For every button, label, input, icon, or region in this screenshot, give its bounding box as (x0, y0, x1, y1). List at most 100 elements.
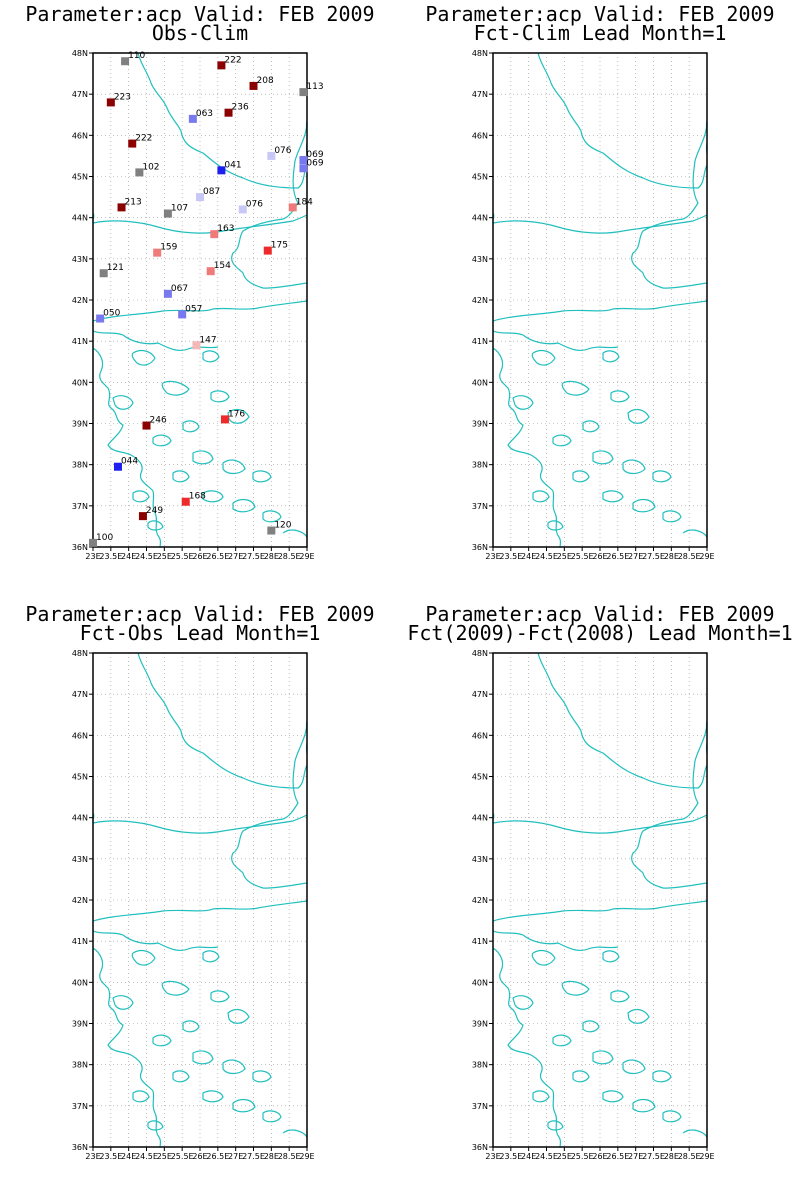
lat-tick-label: 37N (472, 502, 488, 511)
lon-tick-label: 24E (121, 552, 136, 561)
lat-tick-label: 37N (72, 502, 88, 511)
lat-tick-label: 36N (472, 543, 488, 552)
station-label: 067 (171, 284, 188, 294)
station-marker (181, 497, 190, 506)
lat-tick-label: 46N (72, 131, 88, 140)
station-label: 087 (203, 187, 220, 197)
lon-tick-label: 23E (485, 552, 500, 561)
map-fct-clim: 36N 37N 38N 39N 40N 41N 42N 43N 44N 45N 46N 47N 48N 2… (472, 49, 715, 561)
lon-tick-label: 28E (264, 1152, 279, 1161)
lat-tick-label: 43N (72, 255, 88, 264)
station-marker (135, 168, 144, 177)
station-marker (288, 203, 297, 212)
station-marker (153, 248, 162, 257)
station-marker (299, 164, 308, 173)
station-marker (299, 88, 308, 97)
station-label: 154 (214, 261, 231, 271)
lon-tick-label: 25E (557, 1152, 572, 1161)
lat-tick-label: 43N (72, 855, 88, 864)
lat-tick-label: 48N (72, 649, 88, 658)
grid-lines (93, 653, 307, 1147)
lat-tick-label: 44N (472, 214, 488, 223)
lon-tick-label: 28E (664, 1152, 679, 1161)
station-label: 213 (125, 197, 142, 207)
station-label: 223 (114, 92, 131, 102)
lat-tick-label: 40N (72, 378, 88, 387)
lon-tick-label: 24.5E (135, 1152, 158, 1161)
station-label: 063 (196, 109, 213, 119)
lon-tick-label: 27E (228, 1152, 243, 1161)
station-label: 110 (128, 51, 145, 61)
lon-tick-label: 28.5E (678, 1152, 701, 1161)
lon-tick-label: 24E (521, 1152, 536, 1161)
lon-tick-label: 24.5E (135, 552, 158, 561)
lat-tick-label: 46N (472, 731, 488, 740)
station-marker (99, 269, 108, 278)
station-label: 107 (171, 204, 188, 214)
lon-tick-label: 25.5E (171, 1152, 194, 1161)
lon-tick-label: 25.5E (571, 1152, 594, 1161)
lat-tick-label: 44N (472, 814, 488, 823)
lon-tick-label: 28.5E (278, 552, 301, 561)
station-label: 076 (274, 146, 291, 156)
lon-tick-label: 29E (699, 552, 714, 561)
lat-tick-label: 47N (72, 90, 88, 99)
lat-tick-label: 36N (472, 1143, 488, 1152)
lon-tick-label: 28.5E (678, 552, 701, 561)
lat-tick-label: 46N (472, 131, 488, 140)
lat-tick-label: 48N (72, 49, 88, 58)
lon-tick-label: 23.5E (99, 552, 122, 561)
station-label: 175 (271, 241, 288, 251)
lat-tick-label: 45N (72, 173, 88, 182)
station-label: 246 (150, 416, 167, 426)
station-marker (206, 267, 215, 276)
lon-tick-label: 24E (521, 552, 536, 561)
lat-tick-label: 41N (472, 937, 488, 946)
station-marker (263, 246, 272, 255)
station-label: 069 (306, 150, 323, 160)
lat-tick-label: 47N (72, 690, 88, 699)
lat-tick-label: 39N (72, 420, 88, 429)
panel-title-fct-clim: Parameter:acp Valid: FEB 2009 Fct-Clim L… (400, 2, 800, 45)
panel-title-line2: Fct-Clim Lead Month=1 (473, 21, 727, 45)
station-label: 163 (217, 224, 234, 234)
lat-tick-label: 38N (472, 461, 488, 470)
lon-tick-label: 26.5E (206, 552, 229, 561)
lon-tick-label: 24.5E (535, 1152, 558, 1161)
lon-tick-label: 29E (299, 1152, 314, 1161)
lat-tick-label: 43N (472, 855, 488, 864)
station-marker (117, 203, 126, 212)
grid-lines (493, 53, 707, 547)
lat-tick-label: 37N (72, 1102, 88, 1111)
station-marker (224, 108, 233, 117)
lon-tick-label: 23E (85, 552, 100, 561)
station-label: 102 (142, 162, 159, 172)
panel-title-line1: Parameter:acp Valid: FEB 2009 (425, 2, 775, 26)
lat-tick-label: 41N (72, 337, 88, 346)
station-label: 159 (160, 243, 177, 253)
lon-tick-label: 23.5E (499, 552, 522, 561)
station-marker (188, 114, 197, 123)
station-marker (267, 151, 276, 160)
lon-tick-label: 27.5E (242, 552, 265, 561)
lat-tick-label: 37N (472, 1102, 488, 1111)
panel-title-line2: Fct(2009)-Fct(2008) Lead Month=1 (407, 621, 793, 645)
lat-tick-label: 40N (72, 978, 88, 987)
station-label: 168 (189, 492, 206, 502)
lat-tick-label: 36N (72, 543, 88, 552)
lon-tick-label: 28E (264, 552, 279, 561)
lat-tick-label: 40N (472, 978, 488, 987)
station-marker (89, 538, 97, 547)
lon-tick-label: 26E (592, 1152, 607, 1161)
station-marker (238, 205, 247, 214)
station-label: 100 (96, 533, 113, 543)
station-marker (217, 166, 226, 175)
lat-tick-label: 39N (472, 1020, 488, 1029)
lat-tick-label: 42N (72, 296, 88, 305)
lon-tick-label: 26.5E (606, 552, 629, 561)
lon-tick-label: 26E (192, 552, 207, 561)
lon-tick-label: 25.5E (571, 552, 594, 561)
station-label: 184 (296, 197, 313, 207)
lat-tick-label: 45N (472, 173, 488, 182)
station-marker (249, 81, 258, 90)
